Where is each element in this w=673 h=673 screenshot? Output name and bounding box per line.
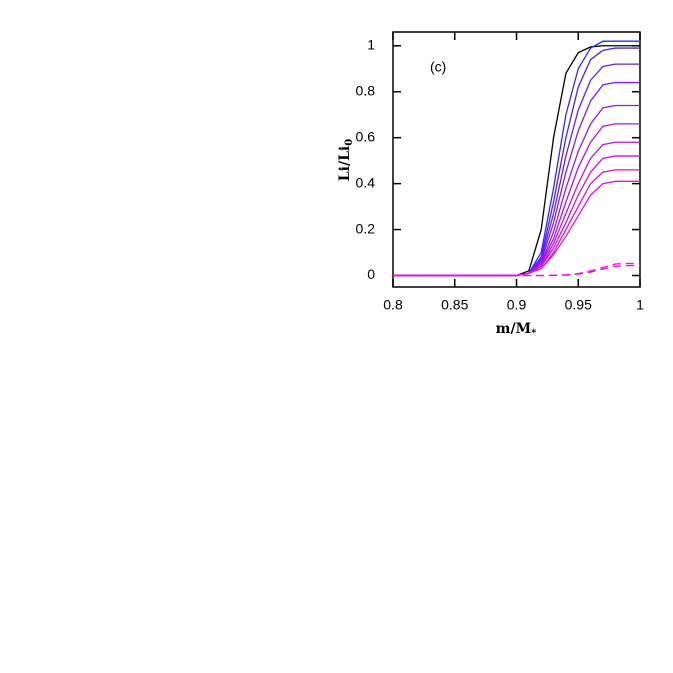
y-tick-label: 0.4 — [356, 174, 376, 190]
y-tick-label: 0.8 — [356, 82, 376, 98]
y-tick-label: 1 — [367, 36, 375, 52]
data-line — [393, 63, 640, 277]
y-tick-label: 0 — [367, 266, 375, 282]
x-tick-label: 0.8 — [383, 297, 403, 313]
y-axis-label-sub: 0 — [344, 139, 355, 146]
data-line — [393, 169, 640, 277]
data-line — [393, 104, 640, 277]
panel-label: (c) — [430, 59, 446, 75]
y-tick-label: 0.6 — [356, 128, 376, 144]
x-axis-label-main: m/M — [496, 321, 531, 337]
x-tick-label: 0.9 — [507, 297, 527, 313]
data-line — [393, 123, 640, 277]
x-tick-label: 0.85 — [441, 297, 468, 313]
data-line — [393, 81, 640, 277]
x-tick-label: 1 — [636, 297, 644, 313]
data-line — [393, 155, 640, 277]
y-axis-label-main: Li/Li — [337, 146, 353, 181]
x-axis-label: m/M* — [496, 321, 537, 339]
data-line — [393, 141, 640, 277]
data-line — [393, 45, 640, 277]
data-line — [393, 47, 640, 277]
x-tick-label: 0.95 — [565, 297, 592, 313]
y-tick-label: 0.2 — [356, 220, 376, 236]
data-line — [393, 180, 640, 277]
data-line — [393, 264, 640, 277]
x-axis-label-sub: * — [531, 328, 537, 339]
y-axis-label: Li/Li0 — [337, 139, 355, 181]
